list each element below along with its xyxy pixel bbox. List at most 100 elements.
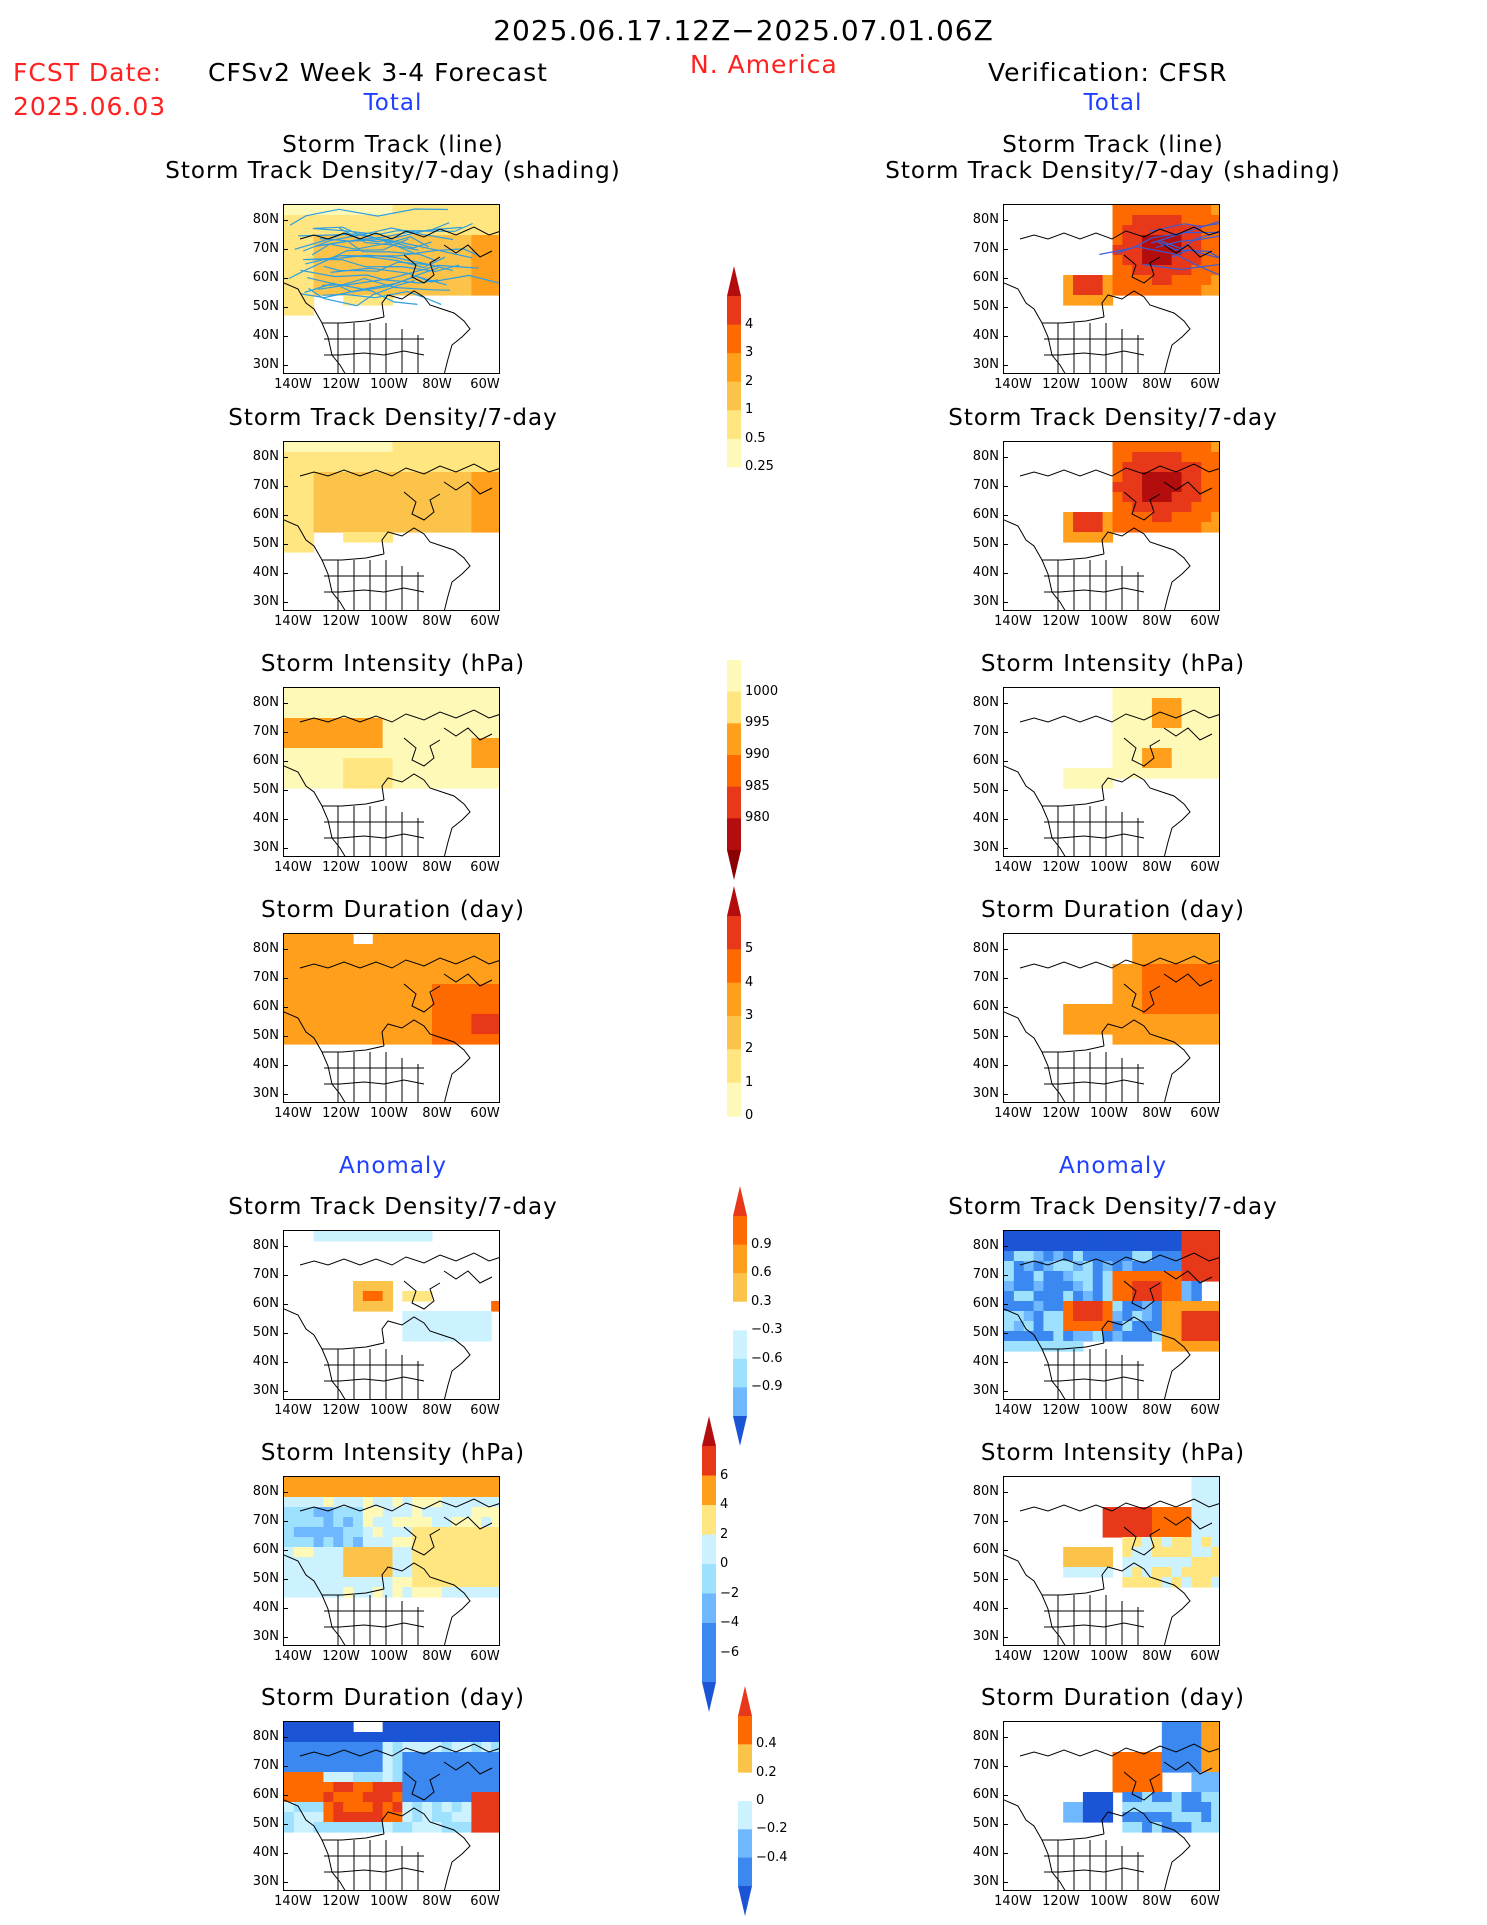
heatmap-cell (1132, 1537, 1143, 1548)
heatmap-cell (313, 688, 325, 699)
heatmap-cell (412, 698, 423, 709)
heatmap-cell (1191, 1311, 1202, 1322)
heatmap-cell (1122, 235, 1133, 246)
heatmap-cell (392, 738, 403, 749)
heatmap-cell (1063, 1321, 1074, 1332)
heatmap-cell (1151, 1004, 1163, 1015)
heatmap-cell (1211, 502, 1219, 513)
heatmap-cell (392, 994, 403, 1005)
intensity-forecast-map (283, 687, 500, 857)
coastline (284, 1743, 499, 1890)
heatmap-cell (1142, 934, 1153, 945)
heatmap-cell (362, 1802, 374, 1813)
lat-tick-80N: 80N (972, 695, 999, 710)
heatmap-cell (422, 462, 433, 473)
heatmap-cell (1211, 1517, 1219, 1528)
lon-tick-80W: 80W (1142, 860, 1172, 875)
heatmap-cell (1181, 492, 1193, 503)
heatmap-cell (293, 1772, 305, 1783)
heatmap-cell (353, 1497, 364, 1508)
heatmap-cell (1151, 964, 1163, 975)
heatmap-cell (392, 1742, 403, 1753)
heatmap-cell (1142, 1762, 1153, 1773)
heatmap-cell (1102, 1311, 1114, 1322)
heatmap-cell (1211, 452, 1219, 463)
heatmap-cell (1151, 1527, 1163, 1538)
heatmap-cell (1211, 1507, 1219, 1518)
duration-forecast-title: Storm Duration (day) (261, 897, 525, 923)
heatmap-cell (372, 954, 384, 965)
heatmap-cell (1181, 1241, 1193, 1252)
heatmap-cell (284, 1497, 295, 1508)
lat-tick-50N: 50N (972, 299, 999, 314)
heatmap-cell (372, 1281, 384, 1292)
heatmap-cell (1211, 1812, 1219, 1823)
heatmap-cell (293, 482, 305, 493)
heatmap-cell (1181, 1281, 1193, 1292)
heatmap-cell (1211, 1567, 1219, 1578)
heatmap-cell (284, 1487, 295, 1498)
heatmap-cell (441, 492, 453, 503)
heatmap-cell (1151, 1782, 1163, 1793)
lat-tick-mark (1003, 1007, 1008, 1008)
heatmap-cell (422, 442, 433, 453)
heatmap-cell (1191, 748, 1202, 759)
heatmap-cell (1151, 255, 1163, 266)
heatmap-cell (333, 974, 344, 985)
heatmap-cell (491, 688, 499, 699)
heatmap-cell (481, 1014, 492, 1025)
heatmap-cell (333, 275, 344, 286)
heatmap-cell (402, 442, 413, 453)
heatmap-cell (431, 1477, 443, 1488)
heatmap-cell (372, 482, 384, 493)
heatmap-cell (1013, 1341, 1025, 1352)
lat-tick-mark (283, 1304, 288, 1305)
heatmap-cell (441, 994, 453, 1005)
heatmap-cell (412, 994, 423, 1005)
lat-tick-70N: 70N (252, 1513, 279, 1528)
heatmap-cell (1211, 1477, 1219, 1488)
heatmap-cell (1132, 285, 1143, 296)
heatmap-cell (1092, 1792, 1104, 1803)
heatmap-cell (382, 758, 394, 769)
heatmap-cell (1142, 974, 1153, 985)
heatmap-cell (461, 974, 473, 985)
lat-tick-60N: 60N (972, 1296, 999, 1311)
heatmap-cell (1132, 265, 1143, 276)
heatmap-cell (1171, 974, 1183, 985)
heatmap-cell (343, 205, 354, 216)
heatmap-cell (422, 205, 433, 216)
heatmap-cell (1181, 698, 1193, 709)
heatmap-cell (293, 1527, 305, 1538)
heatmap-cell (471, 964, 482, 975)
heatmap-cell (343, 768, 354, 779)
colorbar-intensity-total-label: 990 (745, 747, 770, 762)
lat-tick-80N: 80N (972, 212, 999, 227)
heatmap-cell (1043, 1241, 1054, 1252)
heatmap-cell (284, 1587, 295, 1598)
heatmap-cell (461, 452, 473, 463)
heatmap-cell (1211, 944, 1219, 955)
lat-tick-80N: 80N (252, 1484, 279, 1499)
lat-tick-mark (1003, 1362, 1008, 1363)
storm-track-line (1156, 241, 1219, 259)
heatmap-cell (461, 1014, 473, 1025)
heatmap-cell (412, 255, 423, 266)
heatmap-cell (1122, 1517, 1133, 1528)
heatmap-cell (1191, 1762, 1202, 1773)
heatmap-cell (1112, 275, 1123, 286)
heatmap-cell (1122, 1261, 1133, 1272)
heatmap-cell (353, 1732, 364, 1743)
heatmap-cell (471, 718, 482, 729)
heatmap-cell (293, 502, 305, 513)
aintensity-forecast-map (283, 1476, 500, 1646)
heatmap-cell (461, 482, 473, 493)
heatmap-cell (451, 442, 463, 453)
heatmap-cell (491, 245, 499, 256)
heatmap-cell (1151, 1291, 1163, 1302)
heatmap-cell (372, 235, 384, 246)
forecast-title: CFSv2 Week 3-4 Forecast (208, 58, 548, 87)
heatmap-cell (333, 748, 344, 759)
heatmap-cell (382, 1772, 394, 1783)
heatmap-cell (1171, 1014, 1183, 1025)
